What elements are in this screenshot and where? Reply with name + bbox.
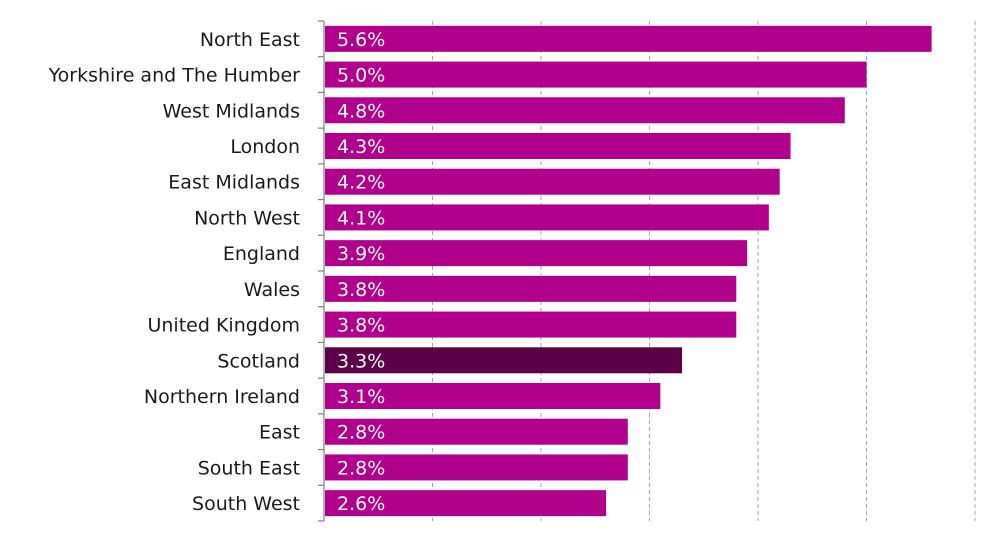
category-label: East [259,422,300,444]
bar [325,168,780,195]
category-label: United Kingdom [147,315,300,337]
category-label: Scotland [217,350,300,372]
value-label: 3.9% [337,243,385,265]
bar [325,418,628,445]
labels: North East 5.6% Yorkshire and The Humber 5.… [48,29,386,515]
value-label: 5.0% [337,65,385,87]
value-label: 4.2% [337,172,385,194]
value-label: 2.8% [337,422,385,444]
value-label: 5.6% [337,29,385,51]
value-label: 4.3% [337,136,385,158]
category-label: Wales [244,279,300,301]
bars [325,25,932,517]
category-label: South West [192,493,300,515]
value-label: 3.8% [337,279,385,301]
bar [325,347,683,374]
bar [325,383,661,409]
bar [325,240,748,267]
value-label: 2.6% [337,493,385,515]
category-label: South East [198,457,300,479]
value-label: 4.1% [337,207,385,229]
category-label: North East [200,29,300,51]
bar [325,490,607,517]
category-label: London [230,136,300,158]
gridlines [432,21,976,521]
value-label: 4.8% [337,100,385,122]
bar [325,61,867,88]
category-label: England [223,243,300,265]
category-label: North West [194,207,300,229]
value-label: 3.8% [337,315,385,337]
value-label: 3.1% [337,386,385,408]
category-label: West Midlands [163,100,300,122]
category-label: Yorkshire and The Humber [48,65,301,87]
bar [325,275,737,302]
bar [325,311,737,338]
bar [325,133,791,159]
value-label: 2.8% [337,457,385,479]
value-label: 3.3% [337,350,385,372]
category-label: East Midlands [168,172,300,194]
bar [325,25,932,52]
bar [325,97,845,124]
bar [325,454,628,481]
category-label: Northern Ireland [144,386,300,408]
axis [318,20,325,522]
bar [325,204,769,231]
